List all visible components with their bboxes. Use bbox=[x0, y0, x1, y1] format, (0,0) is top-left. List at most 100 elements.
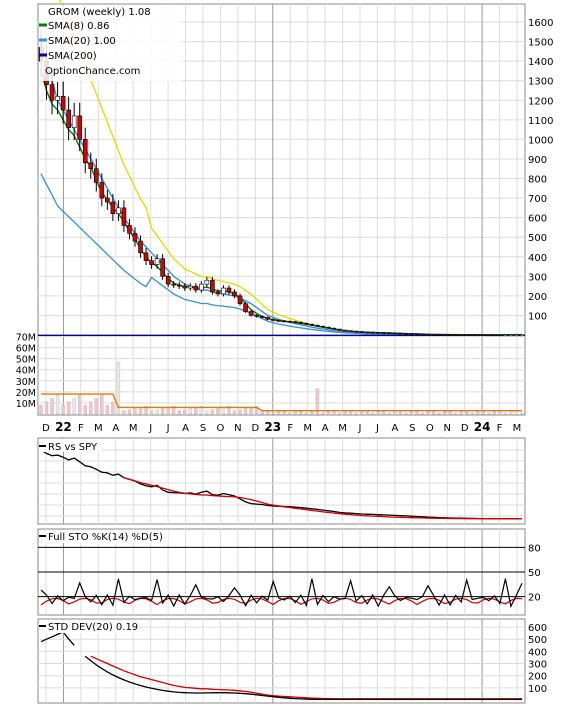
candle-body bbox=[110, 201, 116, 215]
candle-body bbox=[182, 285, 188, 289]
price-y-tick-label: 800 bbox=[528, 175, 547, 186]
price-y-tick-label: 1200 bbox=[528, 96, 553, 107]
candle-body bbox=[293, 321, 298, 323]
volume-bar bbox=[387, 412, 392, 415]
volume-bar bbox=[470, 412, 474, 415]
volume-bar bbox=[66, 401, 71, 415]
candle-body bbox=[105, 197, 110, 203]
volume-bar bbox=[393, 411, 397, 415]
volume-bar bbox=[359, 411, 364, 415]
candle-body bbox=[353, 330, 359, 333]
candle-body bbox=[403, 332, 409, 335]
candle-body bbox=[425, 333, 431, 336]
sto-y-tick-label: 20 bbox=[528, 593, 541, 604]
x-tick-label: M bbox=[129, 423, 138, 434]
volume-bar bbox=[310, 411, 314, 415]
candle-body bbox=[337, 328, 342, 331]
candle-body bbox=[298, 321, 304, 324]
candle-body bbox=[132, 232, 138, 242]
volume-bar bbox=[404, 412, 408, 415]
volume-bar bbox=[100, 394, 104, 415]
volume-bar bbox=[44, 401, 49, 415]
volume-bar bbox=[111, 401, 115, 415]
std-y-tick-label: 200 bbox=[528, 672, 547, 683]
candle-body bbox=[121, 207, 127, 226]
volume-bar bbox=[254, 406, 259, 415]
candle-body bbox=[82, 139, 88, 164]
x-tick-label: O bbox=[217, 423, 225, 434]
price-y-tick-label: 1400 bbox=[528, 57, 553, 68]
volume-tick-label: 20M bbox=[16, 388, 36, 399]
std-y-tick-label: 600 bbox=[528, 623, 547, 634]
volume-bar bbox=[321, 412, 325, 415]
candle-body bbox=[398, 332, 403, 335]
candle-body bbox=[232, 291, 237, 297]
rs-average-line bbox=[123, 477, 522, 520]
x-tick-label: J bbox=[358, 423, 362, 434]
candle-body bbox=[503, 334, 508, 337]
volume-bar bbox=[420, 412, 425, 415]
volume-bar bbox=[271, 412, 275, 415]
sto-y-tick-label: 80 bbox=[528, 543, 541, 554]
candle-body bbox=[475, 334, 481, 337]
candle-body bbox=[447, 334, 453, 336]
volume-bar bbox=[376, 411, 380, 415]
volume-bar bbox=[166, 407, 170, 415]
candle-body bbox=[276, 320, 282, 322]
candle-body bbox=[409, 333, 414, 335]
volume-bar bbox=[304, 412, 309, 415]
legend-item-sma20: SMA(20) 1.00 bbox=[39, 36, 116, 47]
x-tick-label: M bbox=[94, 423, 103, 434]
rs-panel-frame bbox=[37, 437, 526, 525]
volume-bar bbox=[138, 407, 143, 415]
price-y-tick-label: 400 bbox=[528, 253, 547, 264]
sto-title: Full STO %K(14) %D(5) bbox=[48, 532, 163, 543]
candle-body bbox=[309, 323, 315, 326]
volume-bar bbox=[371, 412, 375, 415]
x-tick-label: A bbox=[182, 423, 189, 434]
volume-bar bbox=[94, 398, 98, 415]
candle-body bbox=[237, 295, 243, 304]
std-y-tick-label: 400 bbox=[528, 647, 547, 658]
candle-body bbox=[221, 287, 226, 295]
price-y-tick-label: 1300 bbox=[528, 77, 553, 88]
price-y-tick-label: 1100 bbox=[528, 116, 553, 127]
candle-body bbox=[154, 258, 160, 265]
candle-body bbox=[187, 285, 193, 289]
volume-bar bbox=[205, 410, 209, 415]
chart-title: GROM (weekly) 1.08 bbox=[48, 7, 151, 18]
volume-tick-label: 30M bbox=[16, 377, 36, 388]
legend-label-sma20: SMA(20) 1.00 bbox=[48, 36, 116, 47]
x-tick-label: N bbox=[234, 423, 241, 434]
candle-body bbox=[342, 329, 348, 332]
candle-body bbox=[243, 303, 248, 312]
x-tick-label: F bbox=[287, 423, 293, 434]
std-y-tick-label: 100 bbox=[528, 684, 547, 695]
rs-title: RS vs SPY bbox=[48, 442, 98, 453]
volume-tick-label: 60M bbox=[16, 344, 36, 355]
x-tick-label: S bbox=[409, 423, 415, 434]
volume-bar bbox=[453, 412, 458, 415]
std-y-tick-label: 300 bbox=[528, 660, 547, 671]
volume-bar bbox=[72, 398, 76, 415]
volume-bar bbox=[39, 404, 43, 415]
volume-bar bbox=[409, 411, 414, 415]
std-title-bg bbox=[40, 620, 140, 633]
candle-body bbox=[436, 334, 442, 336]
x-tick-label: D bbox=[251, 423, 259, 434]
volume-bar bbox=[243, 408, 248, 415]
candle-body bbox=[381, 332, 387, 334]
candle-body bbox=[199, 283, 204, 291]
volume-tick-label: 50M bbox=[16, 355, 36, 366]
volume-bar bbox=[426, 411, 430, 415]
candle-body bbox=[176, 284, 182, 287]
candle-body bbox=[287, 321, 293, 323]
volume-bar bbox=[199, 406, 204, 415]
volume-bar bbox=[326, 411, 331, 415]
candle-body bbox=[55, 96, 60, 101]
candle-body bbox=[315, 324, 320, 327]
volume-bar bbox=[249, 407, 253, 415]
volume-tick-label: 70M bbox=[16, 333, 36, 344]
x-tick-label: D bbox=[461, 423, 469, 434]
candle-body bbox=[348, 330, 353, 332]
